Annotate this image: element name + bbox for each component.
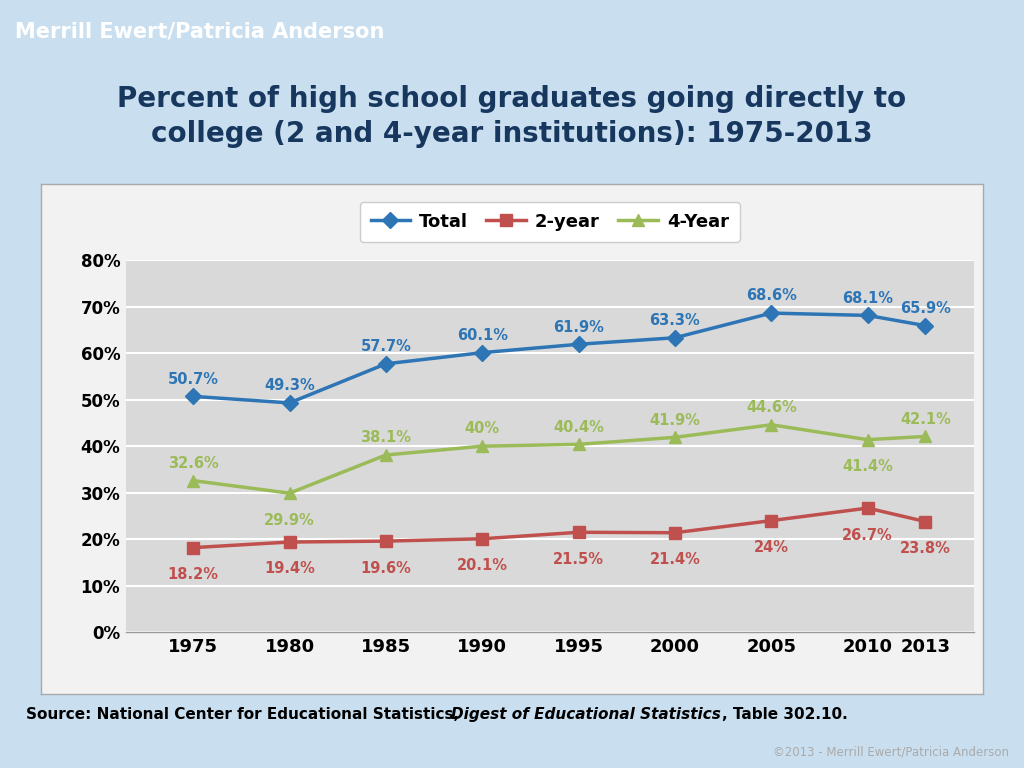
Text: 41.9%: 41.9%: [649, 412, 700, 428]
Text: 23.8%: 23.8%: [900, 541, 951, 556]
Text: 42.1%: 42.1%: [900, 412, 951, 427]
Text: 40.4%: 40.4%: [553, 419, 604, 435]
Text: Source: National Center for Educational Statistics,: Source: National Center for Educational …: [26, 707, 464, 722]
Text: 49.3%: 49.3%: [264, 378, 315, 393]
Text: 29.9%: 29.9%: [264, 512, 315, 528]
Text: 68.1%: 68.1%: [842, 291, 893, 306]
Text: 68.6%: 68.6%: [745, 288, 797, 303]
Text: Percent of high school graduates going directly to
college (2 and 4-year institu: Percent of high school graduates going d…: [118, 84, 906, 148]
Text: ©2013 - Merrill Ewert/Patricia Anderson: ©2013 - Merrill Ewert/Patricia Anderson: [773, 746, 1009, 758]
Text: 63.3%: 63.3%: [649, 313, 700, 328]
Text: 21.5%: 21.5%: [553, 551, 604, 567]
Text: , Table 302.10.: , Table 302.10.: [722, 707, 848, 722]
Text: 18.2%: 18.2%: [168, 567, 219, 582]
Text: 57.7%: 57.7%: [360, 339, 412, 354]
Text: 21.4%: 21.4%: [649, 552, 700, 568]
Legend: Total, 2-year, 4-Year: Total, 2-year, 4-Year: [359, 202, 739, 242]
Text: 19.6%: 19.6%: [360, 561, 412, 575]
Text: 50.7%: 50.7%: [168, 372, 219, 386]
Text: 40%: 40%: [465, 422, 500, 436]
Text: 26.7%: 26.7%: [843, 528, 893, 542]
Text: Merrill Ewert/Patricia Anderson: Merrill Ewert/Patricia Anderson: [15, 22, 385, 41]
Text: Digest of Educational Statistics: Digest of Educational Statistics: [451, 707, 721, 722]
Text: 24%: 24%: [754, 540, 788, 555]
Text: 44.6%: 44.6%: [745, 400, 797, 415]
Text: 38.1%: 38.1%: [360, 430, 412, 445]
Text: 60.1%: 60.1%: [457, 328, 508, 343]
Text: 61.9%: 61.9%: [553, 319, 604, 335]
Text: 19.4%: 19.4%: [264, 561, 315, 577]
Text: 20.1%: 20.1%: [457, 558, 508, 573]
Text: 65.9%: 65.9%: [900, 301, 951, 316]
Text: 41.4%: 41.4%: [842, 459, 893, 474]
Text: 32.6%: 32.6%: [168, 456, 218, 471]
